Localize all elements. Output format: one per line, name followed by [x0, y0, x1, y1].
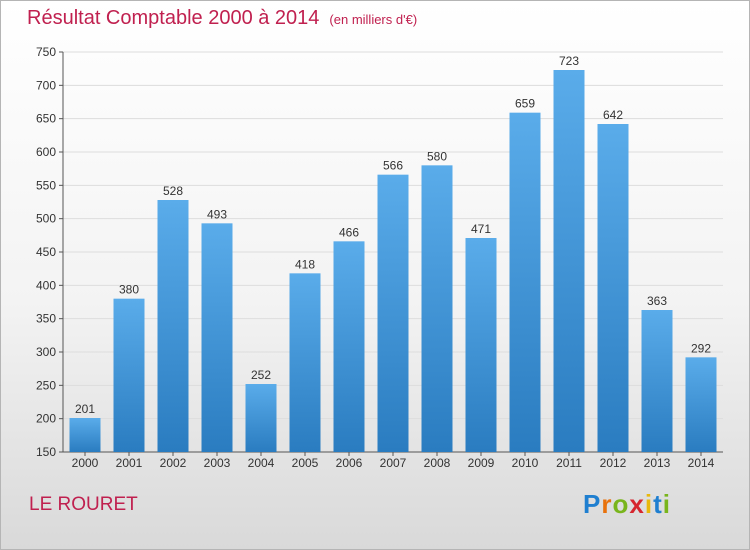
- x-tick-label: 2005: [292, 456, 319, 470]
- x-tick-label: 2008: [424, 456, 451, 470]
- x-tick-label: 2012: [600, 456, 627, 470]
- x-tick-label: 2002: [160, 456, 187, 470]
- y-tick-label: 300: [36, 345, 56, 359]
- bar: [377, 174, 409, 452]
- bar: [641, 310, 673, 452]
- bar-value-label: 642: [603, 108, 623, 122]
- x-tick-label: 2013: [644, 456, 671, 470]
- y-tick-label: 250: [36, 378, 56, 392]
- bar-value-label: 252: [251, 368, 271, 382]
- title-unit: (en milliers d'€): [329, 12, 418, 27]
- bar: [201, 223, 233, 452]
- title-text: Résultat Comptable 2000 à 2014: [27, 7, 320, 29]
- y-tick-label: 650: [36, 112, 56, 126]
- bar-value-label: 380: [119, 283, 139, 297]
- x-tick-label: 2004: [248, 456, 275, 470]
- bar: [113, 298, 145, 452]
- bar: [69, 418, 101, 452]
- bar-value-label: 580: [427, 149, 447, 163]
- y-tick-label: 500: [36, 212, 56, 226]
- y-tick-label: 700: [36, 78, 56, 92]
- x-tick-label: 2001: [116, 456, 143, 470]
- bar: [509, 112, 541, 453]
- bar: [157, 200, 189, 452]
- bar: [685, 357, 717, 452]
- bar: [245, 384, 277, 452]
- x-tick-label: 2010: [512, 456, 539, 470]
- y-tick-label: 400: [36, 278, 56, 292]
- bar-value-label: 528: [163, 184, 183, 198]
- y-tick-label: 750: [36, 45, 56, 59]
- bar-value-label: 493: [207, 207, 227, 221]
- bar: [289, 273, 321, 452]
- x-tick-label: 2003: [204, 456, 231, 470]
- y-tick-label: 450: [36, 245, 56, 259]
- bar-value-label: 418: [295, 257, 315, 271]
- y-tick-label: 150: [36, 445, 56, 459]
- labels: 150 200 250 300 350 400 450 500 550 600 650 700 750 2…: [36, 45, 715, 470]
- x-tick-label: 2000: [72, 456, 99, 470]
- proxiti-logo: Proxiti: [583, 489, 671, 519]
- bar-value-label: 363: [647, 294, 667, 308]
- bar-value-label: 566: [383, 159, 403, 173]
- commune-name: LE ROURET: [29, 494, 138, 515]
- bar-value-label: 659: [515, 97, 535, 111]
- chart-title: Résultat Comptable 2000 à 2014 (en millie…: [27, 7, 417, 30]
- y-tick-label: 550: [36, 178, 56, 192]
- bar-value-label: 201: [75, 402, 95, 416]
- bar: [333, 241, 365, 452]
- bar-value-label: 466: [339, 225, 359, 239]
- x-tick-label: 2006: [336, 456, 363, 470]
- x-tick-label: 2011: [556, 456, 582, 470]
- bar: [597, 124, 629, 452]
- y-tick-label: 350: [36, 312, 56, 326]
- y-tick-label: 200: [36, 412, 56, 426]
- bar: [421, 165, 453, 453]
- bars: [69, 70, 717, 453]
- x-tick-label: 2009: [468, 456, 495, 470]
- x-tick-label: 2007: [380, 456, 407, 470]
- bar-value-label: 723: [559, 54, 579, 68]
- y-tick-label: 600: [36, 145, 56, 159]
- x-tick-label: 2014: [688, 456, 715, 470]
- bar: [465, 238, 497, 452]
- bar-value-label: 292: [691, 341, 711, 355]
- bar-value-label: 471: [471, 222, 491, 236]
- bar: [553, 70, 585, 452]
